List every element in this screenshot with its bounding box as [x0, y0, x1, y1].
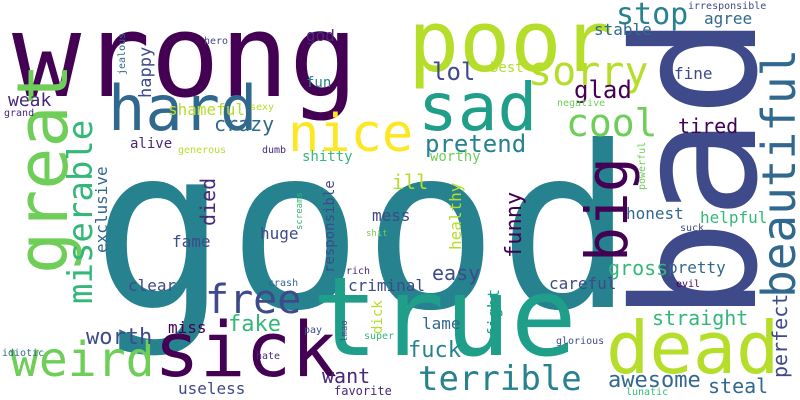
- word-dumb: dumb: [262, 145, 287, 156]
- word-beautiful: beautiful: [752, 48, 800, 298]
- word-best: best: [490, 60, 524, 76]
- word-shit: shit: [366, 229, 388, 239]
- word-fight: fight: [484, 288, 503, 337]
- word-shameful: shameful: [168, 100, 246, 119]
- word-want: want: [322, 364, 371, 388]
- word-honest: honest: [626, 204, 684, 223]
- word-died: died: [196, 177, 220, 226]
- word-perfect: perfect: [768, 293, 792, 378]
- word-sad: sad: [418, 69, 538, 146]
- word-exclusive: exclusive: [92, 166, 111, 253]
- word-crazy: crazy: [214, 112, 275, 136]
- word-fuck: fuck: [408, 338, 461, 363]
- word-worthy: worthy: [430, 149, 481, 165]
- word-dick: dick: [370, 300, 386, 334]
- word-powerful: powerful: [637, 141, 648, 190]
- word-pretend: pretend: [425, 130, 527, 158]
- word-easy: easy: [432, 261, 481, 285]
- word-lunatic: lunatic: [626, 387, 669, 398]
- word-poor: poor: [408, 0, 613, 92]
- word-rich: rich: [346, 266, 371, 277]
- word-jealous: jealous: [117, 32, 128, 75]
- word-idiotic: idiotic: [2, 348, 45, 359]
- word-super: super: [364, 331, 395, 342]
- word-worth: worth: [86, 325, 153, 350]
- word-sexy: sexy: [250, 102, 275, 113]
- word-pretty: pretty: [668, 258, 726, 277]
- word-clear: clear: [128, 276, 177, 295]
- word-screams: screams: [295, 192, 305, 230]
- word-weird: weird: [10, 332, 155, 388]
- word-hard: hard: [108, 72, 258, 145]
- word-tired: tired: [678, 114, 739, 138]
- word-awesome: awesome: [608, 368, 701, 393]
- word-crash: crash: [268, 278, 299, 289]
- word-glad: glad: [574, 76, 632, 104]
- word-responsible: responsible: [322, 180, 338, 273]
- word-generous: generous: [178, 145, 227, 156]
- word-hero: hero: [204, 36, 229, 47]
- word-fine: fine: [674, 64, 713, 83]
- word-weak: weak: [8, 90, 52, 111]
- word-huge: huge: [260, 224, 299, 243]
- word-pay: pay: [304, 325, 323, 336]
- word-healthy: healthy: [446, 182, 465, 250]
- word-miss: miss: [168, 318, 207, 337]
- word-steal: steal: [708, 374, 769, 398]
- word-grand: grand: [4, 108, 35, 119]
- word-criminal: criminal: [348, 276, 426, 295]
- word-gross: gross: [608, 256, 669, 280]
- word-hate: hate: [256, 351, 281, 362]
- word-agree: agree: [704, 9, 753, 28]
- word-god: god: [306, 26, 335, 45]
- word-favorite: favorite: [334, 384, 392, 398]
- word-shitty: shitty: [302, 149, 353, 165]
- word-stable: stable: [594, 20, 652, 39]
- word-helpful: helpful: [700, 208, 768, 227]
- word-fame: fame: [172, 232, 211, 251]
- word-sorry: sorry: [528, 49, 649, 95]
- word-true: true: [312, 253, 577, 381]
- word-fun: fun: [306, 75, 332, 91]
- word-terrible: terrible: [418, 359, 582, 399]
- word-evil: evil: [676, 279, 701, 290]
- word-cool: cool: [566, 101, 658, 145]
- word-lame: lame: [422, 314, 461, 333]
- word-happy: happy: [136, 46, 156, 98]
- word-straight: straight: [652, 306, 749, 330]
- word-negative: negative: [557, 98, 606, 109]
- word-lmao: lmao: [340, 320, 350, 342]
- word-sick: sick: [154, 305, 338, 394]
- word-glorious: glorious: [556, 336, 605, 347]
- word-dead: dead: [606, 306, 780, 390]
- word-stop: stop: [616, 0, 689, 32]
- word-free: free: [205, 277, 302, 323]
- word-alive: alive: [130, 136, 173, 152]
- word-nice: nice: [288, 104, 414, 164]
- word-mess: mess: [372, 206, 411, 225]
- word-suck: suck: [680, 223, 705, 234]
- word-ill: ill: [392, 170, 429, 194]
- word-irresponsible: irresponsible: [688, 1, 767, 12]
- word-wrong: wrong: [12, 0, 359, 124]
- word-lol: lol: [432, 58, 476, 86]
- word-funny: funny: [502, 191, 527, 258]
- word-careful: careful: [549, 274, 617, 293]
- word-good: good: [92, 99, 634, 361]
- word-useless: useless: [178, 379, 246, 398]
- word-fake: fake: [228, 312, 281, 337]
